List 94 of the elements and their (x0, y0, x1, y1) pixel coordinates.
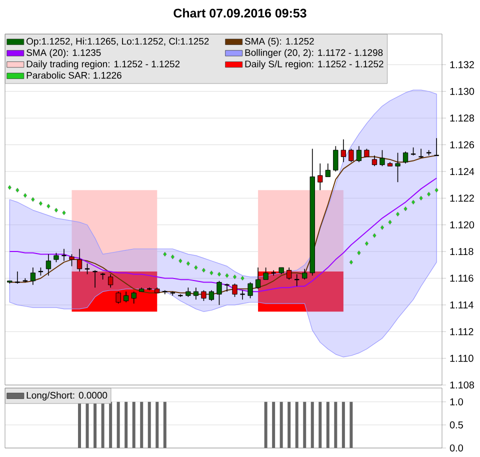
point (357, 250, 361, 256)
y-tick-label: 1.114 (450, 301, 474, 308)
chart-title: Chart 07.09.2016 09:53 (174, 8, 306, 18)
candlestick (402, 151, 408, 164)
candlestick (186, 287, 191, 298)
y-tick-label: 1.108 (450, 381, 474, 389)
candlestick (318, 163, 323, 191)
candlestick (232, 283, 238, 298)
point (225, 273, 229, 278)
legend-label: SMA (20): 1.1235 (26, 49, 101, 58)
candlestick (216, 280, 222, 306)
point (46, 204, 50, 209)
legend-label: Daily trading region: 1.1252 - 1.1252 (26, 60, 180, 70)
point (388, 220, 392, 225)
candlestick (69, 254, 74, 267)
y-tick-label: 1.116 (450, 274, 474, 282)
candlestick (302, 268, 308, 280)
candlestick (224, 283, 230, 292)
point (372, 233, 376, 238)
candlestick (263, 267, 268, 280)
point (202, 268, 206, 273)
y-tick-label: 1.0 (450, 398, 463, 406)
candlestick (270, 270, 276, 276)
y-tick-label: 0.0 (450, 444, 463, 452)
y-tick-label: 1.118 (450, 248, 474, 256)
point (434, 188, 438, 192)
candlestick (193, 287, 199, 300)
point (380, 225, 384, 230)
point (194, 265, 198, 270)
y-tick-label: 1.124 (450, 168, 474, 175)
point (396, 212, 400, 217)
candlestick (255, 267, 261, 290)
candlestick (356, 146, 362, 163)
legend-label: SMA (5): 1.1252 (244, 38, 314, 46)
candlestick (240, 290, 246, 300)
point (427, 192, 431, 196)
candlestick (286, 267, 292, 280)
point (170, 254, 174, 260)
point (178, 258, 182, 264)
candlestick (30, 267, 36, 286)
legend-label: Long/Short: 0.0000 (26, 392, 108, 401)
point (186, 261, 190, 266)
point (23, 193, 27, 198)
legend-label: Daily S/L region: 1.1252 - 1.1252 (245, 60, 384, 70)
y-tick-label: 1.132 (450, 61, 474, 68)
point (232, 274, 237, 280)
candlestick (208, 290, 214, 302)
candlestick (14, 271, 20, 284)
point (62, 210, 66, 216)
point (16, 188, 20, 192)
point (8, 185, 12, 190)
point (163, 252, 167, 257)
y-tick-label: 1.110 (450, 354, 474, 362)
candlestick (76, 248, 82, 272)
y-tick-label: 1.126 (450, 141, 474, 148)
legend-label: Bollinger (20, 2): 1.1172 - 1.1298 (245, 49, 383, 58)
candlestick (325, 163, 330, 178)
point (38, 201, 42, 206)
candlestick (46, 254, 52, 276)
y-tick-label: 1.130 (450, 88, 474, 95)
candlestick (131, 291, 136, 304)
point (404, 206, 408, 212)
candlestick (108, 274, 114, 288)
point (240, 276, 244, 281)
point (31, 197, 35, 202)
y-tick-label: 1.128 (450, 114, 474, 122)
candlestick (418, 148, 424, 159)
legend-label: Op:1.1252, Hi:1.1265, Lo:1.1252, Cl:1.1252 (26, 38, 209, 47)
y-tick-label: 0.5 (450, 421, 463, 428)
candlestick (348, 148, 354, 163)
candlestick (380, 150, 385, 167)
candlestick (92, 270, 98, 288)
candlestick (434, 138, 440, 156)
point (210, 270, 214, 276)
y-tick-label: 1.122 (450, 194, 474, 202)
candlestick (395, 152, 400, 183)
candlestick (61, 248, 67, 262)
point (349, 260, 353, 265)
legend-label: Parabolic SAR: 1.1226 (26, 72, 122, 79)
candlestick (372, 155, 378, 167)
candlestick (201, 290, 206, 302)
candlestick (116, 291, 121, 304)
point (411, 200, 416, 204)
candlestick (333, 146, 338, 172)
y-tick-label: 1.112 (450, 328, 474, 336)
point (419, 196, 423, 200)
candlestick (340, 139, 346, 163)
y-tick-label: 1.120 (450, 221, 474, 228)
candlestick (54, 252, 59, 263)
candlestick (124, 291, 129, 303)
point (364, 241, 369, 246)
candlestick (248, 282, 253, 299)
point (217, 272, 222, 277)
point (54, 208, 58, 213)
